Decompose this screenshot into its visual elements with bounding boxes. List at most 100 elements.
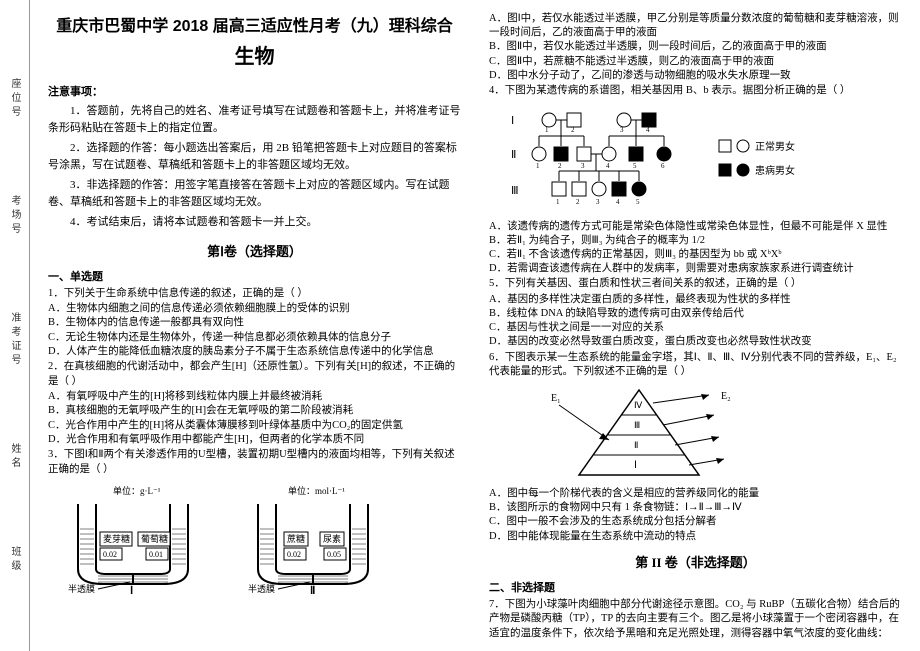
q4-pedigree: Ⅰ Ⅱ — [509, 106, 902, 216]
q7-stem: 7．下图为小球藻叶肉细胞中部分代谢途径示意图。CO₂ 与 RuBP（五碳化合物）… — [489, 598, 902, 642]
q3-stem: 3．下图Ⅰ和Ⅱ两个有关渗透作用的U型槽，装置初期U型槽内的液面均相等，下列有关叙… — [48, 448, 461, 477]
main-title: 重庆市巴蜀中学 2018 届高三适应性月考（九）理科综合 — [48, 12, 461, 36]
margin-label-class: 班级 — [7, 546, 22, 574]
q4-d: D．若需调查该遗传病在人群中的发病率，则需要对患病家族家系进行调查统计 — [489, 262, 902, 276]
svg-text:Ⅰ: Ⅰ — [511, 115, 514, 127]
svg-text:半透膜: 半透膜 — [68, 583, 95, 594]
q2-c: C．光合作用中产生的[H]将从类囊体薄膜移到叶绿体基质中为CO₂的固定供氢 — [48, 419, 461, 433]
svg-text:Ⅱ: Ⅱ — [511, 149, 516, 161]
notice-4: 4．考试结束后，请将本试题卷和答题卡一并上交。 — [48, 214, 461, 231]
svg-text:2: 2 — [571, 126, 575, 134]
pedigree-legend: 正常男女 患病男女 — [717, 136, 827, 186]
q3-figures: 单位：g·L⁻¹ 麦芽糖 0.02 葡萄糖 — [58, 484, 461, 594]
legend-icon: 正常男女 患病男女 — [717, 136, 827, 186]
q3-fig2: 单位：mol·L⁻¹ 蔗糖 0.02 尿素 0.05 — [238, 484, 388, 594]
svg-text:Ⅱ: Ⅱ — [634, 440, 638, 450]
notice-3: 3．非选择题的作答：用签字笔直接答在答题卡上对应的答题区域内。写在试题卷、草稿纸… — [48, 177, 461, 210]
svg-text:尿素: 尿素 — [323, 533, 341, 544]
svg-text:5: 5 — [633, 162, 637, 170]
svg-text:单位：mol·L⁻¹: 单位：mol·L⁻¹ — [288, 485, 345, 496]
right-column: A．图Ⅰ中，若仅水能透过半透膜，甲乙分别是等质量分数浓度的葡萄糖和麦芽糖溶液，则… — [489, 12, 902, 639]
svg-text:Ⅲ: Ⅲ — [634, 420, 640, 430]
notice-1: 1．答题前，先将自己的姓名、准考证号填写在试题卷和答题卡上，并将准考证号条形码粘… — [48, 103, 461, 136]
svg-text:麦芽糖: 麦芽糖 — [103, 533, 130, 544]
part1-title: 第Ⅰ卷（选择题） — [48, 241, 461, 260]
pedigree-icon: Ⅰ Ⅱ — [509, 106, 699, 216]
q1-b: B．生物体内的信息传递一般都具有双向性 — [48, 316, 461, 330]
q4-c: C．若Ⅱ₁ 不含该遗传病的正常基因，则Ⅲ₃ 的基因型为 bb 或 XᵇXᵇ — [489, 248, 902, 262]
q5-b: B．线粒体 DNA 的缺陷导致的遗传病可由双亲传给后代 — [489, 307, 902, 321]
q6-b: B．该图所示的食物网中只有 1 条食物链：Ⅰ→Ⅱ→Ⅲ→Ⅳ — [489, 501, 902, 515]
q3-d: D．图中水分子动了，乙间的渗透与动物细胞的吸水失水原理一致 — [489, 69, 902, 83]
svg-text:6: 6 — [661, 162, 665, 170]
svg-text:葡萄糖: 葡萄糖 — [141, 533, 168, 544]
margin-label-name: 姓名 — [7, 443, 22, 471]
svg-text:Ⅰ: Ⅰ — [130, 585, 133, 594]
svg-text:5: 5 — [636, 198, 640, 206]
q3-c: C．图Ⅱ中，若蔗糖不能透过半透膜，则乙的液面高于甲的液面 — [489, 55, 902, 69]
svg-text:蔗糖: 蔗糖 — [287, 533, 305, 544]
q4-a: A．该遗传病的遗传方式可能是常染色体隐性或常染色体显性，但最不可能是伴 X 显性 — [489, 220, 902, 234]
part1-sub: 一、单选题 — [48, 268, 461, 284]
part2-sub: 二、非选择题 — [489, 579, 902, 595]
notice-label: 注意事项： — [48, 83, 461, 99]
q1-a: A．生物体内细胞之间的信息传递必须依赖细胞膜上的受体的识别 — [48, 302, 461, 316]
svg-text:0.01: 0.01 — [149, 550, 163, 559]
part2-title: 第 II 卷（非选择题） — [489, 552, 902, 571]
q3-fig1: 单位：g·L⁻¹ 麦芽糖 0.02 葡萄糖 — [58, 484, 208, 594]
q6-d: D．图中能体现能量在生态系统中流动的特点 — [489, 530, 902, 544]
svg-text:单位：g·L⁻¹: 单位：g·L⁻¹ — [113, 485, 161, 496]
q3-b: B．图Ⅱ中，若仅水能透过半透膜，则一段时间后，乙的液面高于甲的液面 — [489, 40, 902, 54]
svg-text:0.02: 0.02 — [103, 550, 117, 559]
margin-label-id: 准考证号 — [7, 312, 22, 368]
svg-text:半透膜: 半透膜 — [248, 583, 275, 594]
q2-d: D．光合作用和有氧呼吸作用中都能产生[H]，但两者的化学本质不同 — [48, 433, 461, 447]
svg-text:3: 3 — [620, 126, 624, 134]
q5-a: A．基因的多样性决定蛋白质的多样性，最终表现为性状的多样性 — [489, 293, 902, 307]
svg-text:E₂: E₂ — [721, 391, 731, 402]
q5-stem: 5．下列有关基因、蛋白质和性状三者间关系的叙述，正确的是（ ） — [489, 277, 902, 292]
svg-text:2: 2 — [558, 162, 562, 170]
q5-c: C．基因与性状之间是一一对应的关系 — [489, 321, 902, 335]
page-content: 重庆市巴蜀中学 2018 届高三适应性月考（九）理科综合 生物 注意事项： 1．… — [30, 0, 920, 651]
svg-text:4: 4 — [646, 126, 650, 134]
svg-text:0.02: 0.02 — [287, 550, 301, 559]
q3-a: A．图Ⅰ中，若仅水能透过半透膜，甲乙分别是等质量分数浓度的葡萄糖和麦芽糖溶液，则… — [489, 12, 902, 40]
svg-text:4: 4 — [606, 162, 610, 170]
q2-b: B．真核细胞的无氧呼吸产生的[H]会在无氧呼吸的第二阶段被消耗 — [48, 404, 461, 418]
q1-d: D．人体产生的能降低血糖浓度的胰岛素分子不属于生态系统信息传递中的化学信息 — [48, 345, 461, 359]
sub-title: 生物 — [48, 40, 461, 69]
q2-stem: 2．在真核细胞的代谢活动中，都会产生[H]（还原性氢）。下列有关[H]的叙述，不… — [48, 360, 461, 389]
svg-text:1: 1 — [545, 126, 549, 134]
binding-margin: 座位号 考场号 准考证号 姓名 班级 — [0, 0, 30, 651]
margin-label-room: 考场号 — [7, 195, 22, 237]
u-tube-1-icon: 单位：g·L⁻¹ 麦芽糖 0.02 葡萄糖 — [58, 484, 208, 594]
svg-text:4: 4 — [616, 198, 620, 206]
svg-text:E₁: E₁ — [551, 393, 561, 404]
margin-label-seat: 座位号 — [7, 78, 22, 120]
svg-text:Ⅰ: Ⅰ — [634, 460, 637, 471]
svg-text:1: 1 — [536, 162, 540, 170]
q4-stem: 4．下图为某遗传病的系谱图，相关基因用 B、b 表示。据图分析正确的是（ ） — [489, 84, 902, 99]
u-tube-2-icon: 单位：mol·L⁻¹ 蔗糖 0.02 尿素 0.05 — [238, 484, 388, 594]
svg-text:1: 1 — [556, 198, 560, 206]
svg-text:正常男女: 正常男女 — [755, 140, 795, 153]
svg-text:患病男女: 患病男女 — [755, 164, 795, 177]
left-column: 重庆市巴蜀中学 2018 届高三适应性月考（九）理科综合 生物 注意事项： 1．… — [48, 12, 461, 639]
q6-pyramid: Ⅳ Ⅲ Ⅱ Ⅰ E₁ E₂ — [549, 385, 902, 485]
svg-text:Ⅱ: Ⅱ — [310, 585, 315, 594]
svg-text:0.05: 0.05 — [327, 550, 341, 559]
svg-text:2: 2 — [576, 198, 580, 206]
q6-a: A．图中每一个阶梯代表的含义是相应的营养级同化的能量 — [489, 487, 902, 501]
svg-text:3: 3 — [581, 162, 585, 170]
q4-b: B．若Ⅱ₁ 为纯合子，则Ⅲ₃ 为纯合子的概率为 1/2 — [489, 234, 902, 248]
q1-stem: 1．下列关于生命系统中信息传递的叙述，正确的是（ ） — [48, 287, 461, 302]
pyramid-icon: Ⅳ Ⅲ Ⅱ Ⅰ E₁ E₂ — [549, 385, 749, 485]
q5-d: D．基因的改变必然导致蛋白质改变，蛋白质改变也必然导致性状改变 — [489, 335, 902, 349]
q1-c: C．无论生物体内还是生物体外，传递一种信息都必须依赖具体的信息分子 — [48, 331, 461, 345]
svg-text:3: 3 — [596, 198, 600, 206]
svg-text:Ⅳ: Ⅳ — [634, 400, 643, 410]
q6-stem: 6．下图表示某一生态系统的能量金字塔，其Ⅰ、Ⅱ、Ⅲ、Ⅳ分别代表不同的营养级，E₁… — [489, 351, 902, 380]
q2-a: A．有氧呼吸中产生的[H]将移到线粒体内膜上并最终被消耗 — [48, 390, 461, 404]
q6-c: C．图中一般不会涉及的生态系统成分包括分解者 — [489, 515, 902, 529]
